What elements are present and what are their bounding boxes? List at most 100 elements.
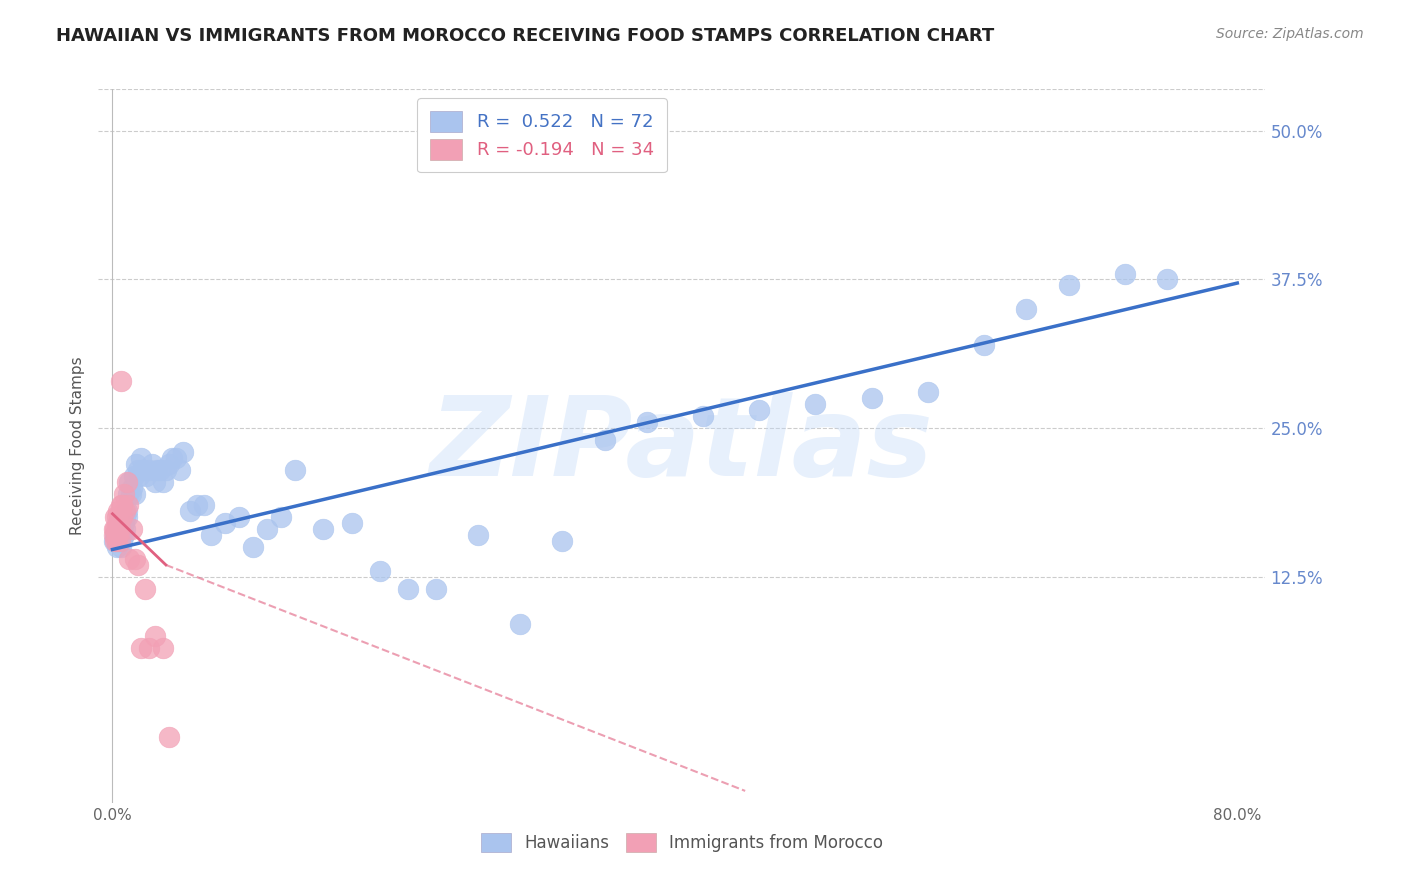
Point	[138, 463, 160, 477]
Point	[110, 499, 132, 513]
Point	[107, 516, 129, 531]
Point	[138, 641, 160, 656]
Point	[107, 522, 129, 536]
Point	[340, 516, 363, 531]
Point	[804, 397, 827, 411]
Point	[152, 475, 174, 489]
Point	[112, 516, 135, 531]
Point	[115, 504, 138, 518]
Point	[104, 534, 127, 549]
Point	[152, 641, 174, 656]
Point	[509, 617, 531, 632]
Point	[103, 534, 125, 549]
Point	[256, 522, 278, 536]
Point	[860, 392, 883, 406]
Point	[117, 499, 139, 513]
Point	[692, 409, 714, 424]
Point	[103, 528, 125, 542]
Point	[105, 534, 128, 549]
Point	[121, 522, 143, 536]
Point	[155, 463, 177, 477]
Point	[107, 522, 129, 536]
Point	[104, 522, 127, 536]
Point	[108, 510, 131, 524]
Point	[1114, 267, 1136, 281]
Legend: Hawaiians, Immigrants from Morocco: Hawaiians, Immigrants from Morocco	[474, 826, 890, 859]
Point	[125, 457, 148, 471]
Point	[107, 528, 129, 542]
Point	[121, 481, 143, 495]
Point	[108, 528, 131, 542]
Point	[165, 450, 187, 465]
Text: HAWAIIAN VS IMMIGRANTS FROM MOROCCO RECEIVING FOOD STAMPS CORRELATION CHART: HAWAIIAN VS IMMIGRANTS FROM MOROCCO RECE…	[56, 27, 994, 45]
Point	[134, 582, 156, 596]
Point	[114, 510, 136, 524]
Point	[124, 552, 146, 566]
Point	[115, 510, 138, 524]
Point	[105, 528, 128, 542]
Point	[108, 534, 131, 549]
Point	[636, 415, 658, 429]
Point	[107, 504, 129, 518]
Point	[157, 731, 180, 745]
Point	[160, 450, 183, 465]
Point	[1156, 272, 1178, 286]
Point	[593, 433, 616, 447]
Point	[312, 522, 335, 536]
Point	[143, 629, 166, 643]
Point	[105, 510, 128, 524]
Point	[368, 564, 391, 578]
Point	[111, 534, 134, 549]
Point	[172, 445, 194, 459]
Text: ZIPatlas: ZIPatlas	[430, 392, 934, 500]
Point	[111, 510, 134, 524]
Point	[200, 528, 222, 542]
Point	[128, 468, 150, 483]
Point	[108, 522, 131, 536]
Point	[284, 463, 307, 477]
Point	[105, 522, 128, 536]
Point	[115, 475, 138, 489]
Point	[748, 403, 770, 417]
Point	[467, 528, 489, 542]
Point	[186, 499, 208, 513]
Point	[157, 457, 180, 471]
Point	[135, 468, 157, 483]
Point	[228, 510, 250, 524]
Point	[104, 528, 127, 542]
Point	[242, 540, 264, 554]
Point	[117, 486, 139, 500]
Point	[114, 504, 136, 518]
Point	[111, 522, 134, 536]
Point	[114, 522, 136, 536]
Point	[104, 510, 127, 524]
Point	[1015, 302, 1038, 317]
Point	[1057, 278, 1080, 293]
Point	[103, 522, 125, 536]
Point	[129, 641, 152, 656]
Point	[551, 534, 574, 549]
Point	[973, 338, 995, 352]
Point	[122, 468, 145, 483]
Point	[112, 528, 135, 542]
Point	[270, 510, 292, 524]
Point	[110, 540, 132, 554]
Point	[425, 582, 447, 596]
Point	[396, 582, 419, 596]
Point	[120, 486, 142, 500]
Point	[118, 552, 141, 566]
Point	[112, 486, 135, 500]
Point	[108, 522, 131, 536]
Point	[917, 385, 939, 400]
Point	[127, 463, 149, 477]
Point	[107, 516, 129, 531]
Point	[129, 450, 152, 465]
Point	[214, 516, 236, 531]
Point	[143, 475, 166, 489]
Point	[149, 463, 172, 477]
Point	[110, 374, 132, 388]
Point	[169, 463, 191, 477]
Point	[127, 558, 149, 572]
Point	[118, 475, 141, 489]
Point	[124, 486, 146, 500]
